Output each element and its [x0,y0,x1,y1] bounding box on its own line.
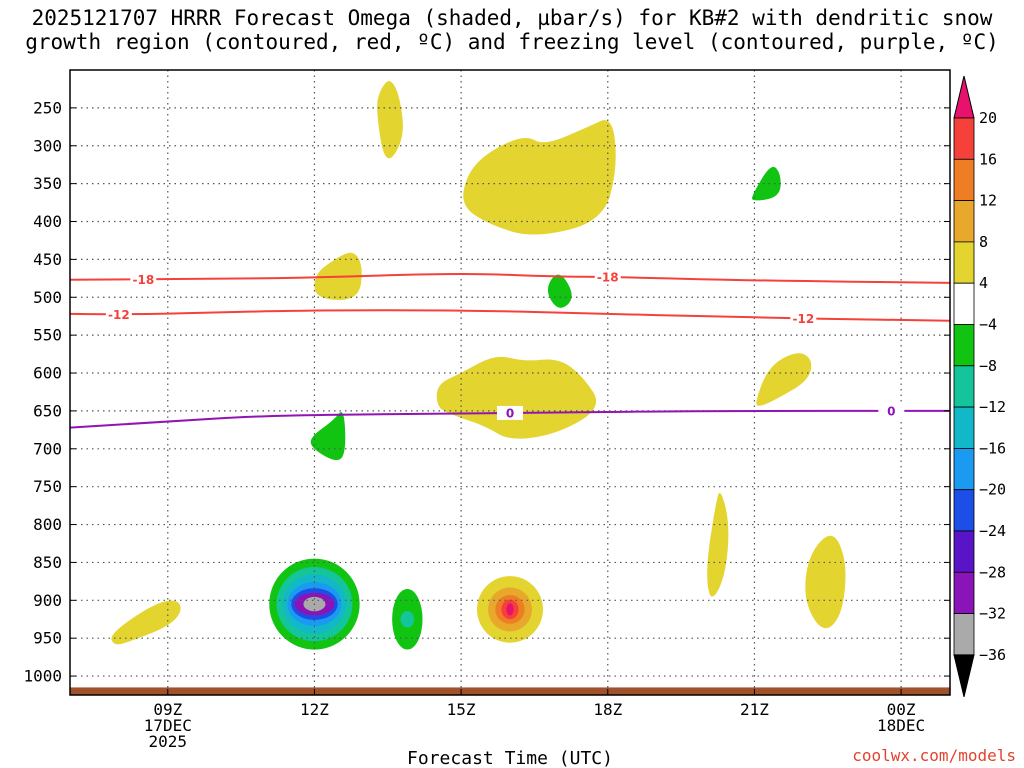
contour-label-bg-minus-18-1 [594,269,621,284]
omega-region-yellow-600-right [756,353,812,406]
colorbar-label-12: 12 [979,192,997,210]
plot-frame [69,69,951,696]
contour-label-freezing-level-0: 0 [506,406,514,420]
contour-label-minus-12-0: -12 [108,308,130,322]
omega-region-large-yellow-block [463,120,616,235]
colorbar-label-8: 8 [979,233,988,251]
colorbar-label-4: 4 [979,274,988,292]
x-tick-label-12-0: 12Z [300,700,329,719]
contour-label-minus-18-0: -18 [132,273,154,287]
omega-region-yellow-band-600 [436,356,597,439]
x-tick-label-9-1: 17DEC [144,716,192,735]
contour-label-bg-minus-18-0 [130,272,157,287]
colorbar-label--16: −16 [979,439,1006,457]
y-tick-label-300: 300 [33,136,62,155]
y-tick-label-550: 550 [33,326,62,345]
colorbar-label--4: −4 [979,316,997,334]
omega-region-yellow-770-right [707,492,729,597]
colorbar-segment-5 [953,282,975,325]
contour-line-minus-18 [70,273,950,284]
omega-region-yellow-930-left [111,600,181,645]
y-tick-label-600: 600 [33,364,62,383]
colorbar-segment-8 [953,406,975,449]
y-tick-label-700: 700 [33,439,62,458]
omega-cell-updraft-16z-20 [506,603,514,616]
y-tick-label-800: 800 [33,515,62,534]
omega-region-yellow-900-right [805,535,846,629]
colorbar-segment-2 [953,158,975,202]
colorbar-label-16: 16 [979,150,997,168]
x-tick-label-24-0: 00Z [887,700,916,719]
colorbar-segment-1 [953,117,975,160]
colorbar-segment-12 [953,571,975,614]
x-tick-label-9-0: 09Z [153,700,182,719]
credit-text: coolwx.com/models [852,746,1016,765]
x-axis-label: Forecast Time (UTC) [407,748,613,768]
colorbar-segment-4 [953,241,975,284]
y-tick-label-500: 500 [33,288,62,307]
colorbar-top-arrow [953,75,975,119]
title-line-1: 2025121707 HRRR Forecast Omega (shaded, … [31,6,993,30]
colorbar-label--36: −36 [979,646,1006,664]
contour-label-bg-minus-12-0 [105,307,132,322]
contour-line-minus-12 [70,309,950,322]
y-tick-label-350: 350 [33,174,62,193]
colorbar-label--20: −20 [979,481,1006,499]
y-tick-label-1000: 1000 [23,667,62,686]
colorbar-label-20: 20 [979,109,997,127]
colorbar-label--12: −12 [979,398,1006,416]
contour-label-freezing-level-1: 0 [887,404,895,418]
omega-region-upper-yellow-column [377,81,403,159]
title-line-2: growth region (contoured, red, ºC) and f… [25,30,999,54]
colorbar-segment-6 [953,324,975,367]
omega-region-green-680 [310,412,346,461]
colorbar-segment-10 [953,489,975,532]
y-tick-label-850: 850 [33,553,62,572]
contour-line-freezing-level [70,409,950,429]
colorbar-segment-3 [953,200,975,243]
colorbar-segment-11 [953,530,975,573]
x-tick-label-15-0: 15Z [447,700,476,719]
contour-label-bg-freezing-level-1 [878,403,905,418]
colorbar-label--8: −8 [979,357,997,375]
colorbar-segment-7 [953,365,975,408]
x-tick-label-21-0: 21Z [740,700,769,719]
colorbar-label--28: −28 [979,563,1006,581]
y-tick-label-750: 750 [33,477,62,496]
y-tick-label-900: 900 [33,591,62,610]
y-tick-label-650: 650 [33,401,62,420]
colorbar-segment-13 [953,613,975,656]
x-tick-label-9-2: 2025 [149,732,188,751]
colorbar-label--32: −32 [979,605,1006,623]
colorbar-bottom-arrow [953,654,975,698]
chart-title: 2025121707 HRRR Forecast Omega (shaded, … [0,6,1024,54]
omega-region-green-360 [752,166,781,201]
ground-band [70,687,950,695]
contour-label-bg-minus-12-1 [790,311,817,326]
colorbar-segment-9 [953,447,975,491]
x-tick-label-24-1: 18DEC [877,716,925,735]
colorbar-label--24: −24 [979,522,1006,540]
contour-label-bg-freezing-level-0 [497,405,523,420]
omega-region-green-diamond [547,274,572,308]
contour-label-minus-18-1: -18 [597,270,619,284]
contour-label-minus-12-1: -12 [792,312,814,326]
y-tick-label-950: 950 [33,629,62,648]
omega-cell-weak-downdraft-14z--8 [400,610,415,628]
y-tick-label-400: 400 [33,212,62,231]
y-tick-label-450: 450 [33,250,62,269]
y-tick-label-250: 250 [33,98,62,117]
x-tick-label-18-0: 18Z [593,700,622,719]
